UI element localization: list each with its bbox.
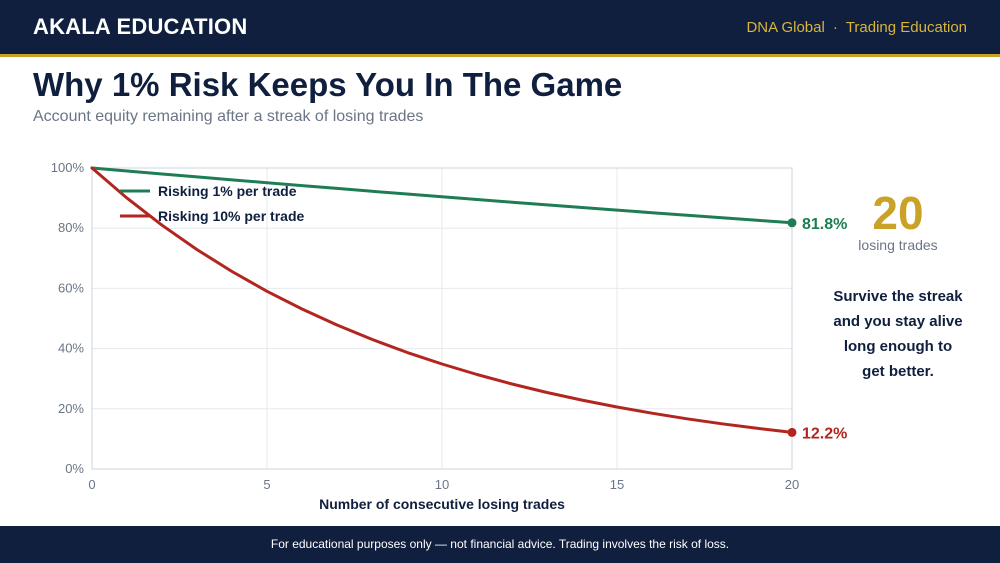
y-tick-label: 80% [58,220,84,235]
header-links: DNA Global · Trading Education [746,19,967,36]
x-tick-label: 10 [435,477,449,492]
y-tick-label: 100% [51,160,85,175]
survive-message: Survive the streak and you stay alive lo… [833,288,963,380]
chart-axes: 0% 20% 40% 60% 80% 100% 0 5 10 15 20 Number of cons… [51,160,799,512]
series-line-risk-10pct [90,166,794,434]
series-endpoint [787,427,797,437]
page-subtitle: Account equity remaining after a streak … [33,108,424,125]
losing-trades-count: 20 [872,187,924,239]
chart-series: 81.8% 12.2% [90,166,847,442]
legend-entry: Risking 10% per trade [158,208,304,224]
y-tick-label: 60% [58,280,84,295]
x-tick-label: 15 [610,477,624,492]
plot-frame [91,167,793,470]
series-line-risk-1pct [90,166,794,225]
y-tick-label: 20% [58,401,84,416]
equity-line-chart: 0% 20% 40% 60% 80% 100% 0 5 10 15 20 Number of cons… [51,160,848,512]
footer-disclaimer: For educational purposes only — not fina… [0,526,1000,563]
x-tick-label: 5 [263,477,270,492]
header-link-dna-global[interactable]: DNA Global [746,19,825,36]
losing-trades-label: losing trades [858,237,938,253]
page-title: Why 1% Risk Keeps You In The Game [33,66,623,103]
brand-name: AKALA EDUCATION [33,14,248,39]
series-endpoint [787,218,797,228]
header-separator: · [832,19,838,36]
y-tick-label: 0% [65,461,84,476]
x-axis-label: Number of consecutive losing trades [319,496,565,512]
y-tick-label: 40% [58,341,84,356]
header-link-trading-education[interactable]: Trading Education [845,19,967,36]
series-end-label: 81.8% [802,216,847,233]
series-end-label: 12.2% [802,425,847,442]
legend-entry: Risking 1% per trade [158,183,297,199]
x-tick-label: 20 [785,477,799,492]
chart-legend: Risking 1% per trade Risking 10% per trad… [120,183,304,224]
x-tick-label: 0 [88,477,95,492]
top-bar: AKALA EDUCATION DNA Global · Trading Educa… [0,0,1000,57]
